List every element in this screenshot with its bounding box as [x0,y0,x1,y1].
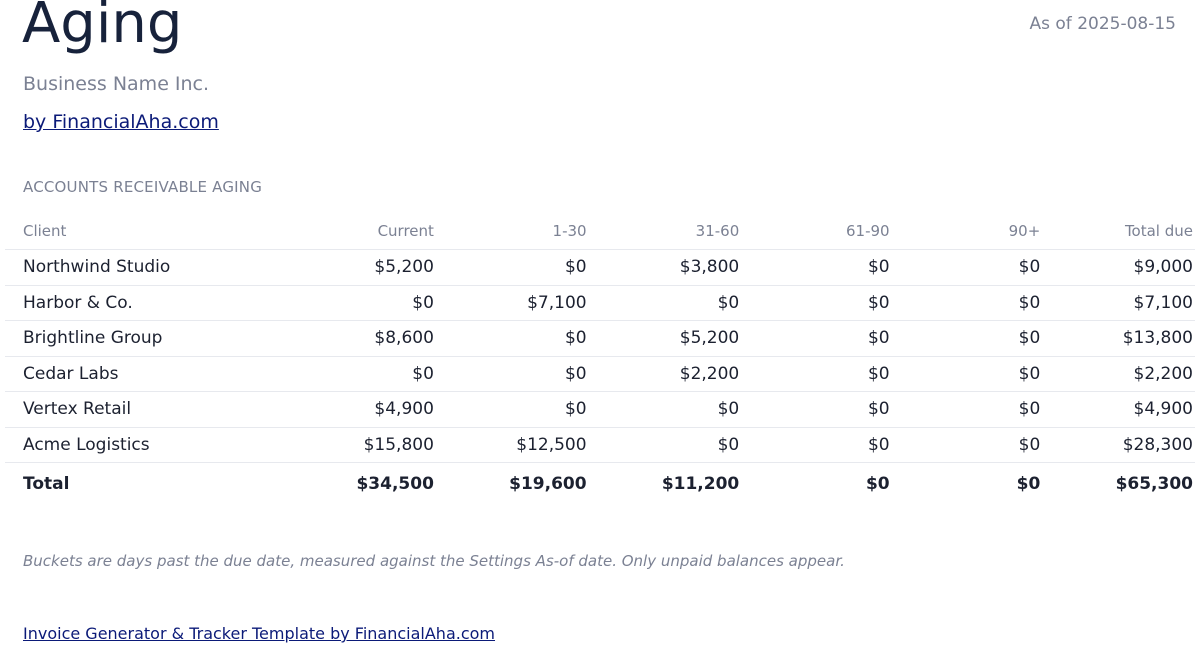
column-header-61-90: 61-90 [741,212,892,250]
table-row: Northwind Studio $5,200 $0 $3,800 $0 $0 … [5,249,1195,286]
bucket-61-90-cell: $0 [741,285,892,321]
bucket-90-plus-cell: $0 [891,249,1043,286]
footer-link[interactable]: Invoice Generator & Tracker Template by … [23,624,496,643]
business-name: Business Name Inc. [23,73,210,95]
column-header-current: Current [258,212,436,250]
aging-table: Client Current 1-30 31-60 61-90 90+ Tota… [5,212,1195,505]
bucket-61-90-cell: $0 [741,427,892,463]
bucket-90-plus-cell: $0 [891,320,1043,357]
bucket-1-30-cell: $0 [435,356,589,392]
table-row: Harbor & Co. $0 $7,100 $0 $0 $0 $7,100 [5,285,1195,321]
client-cell: Acme Logistics [5,427,259,463]
bucket-31-60-cell: $3,800 [588,249,742,286]
bucket-61-90-cell: $0 [741,320,892,357]
total-current: $34,500 [258,462,436,505]
table-row: Cedar Labs $0 $0 $2,200 $0 $0 $2,200 [5,356,1195,392]
table-header-row: Client Current 1-30 31-60 61-90 90+ Tota… [5,212,1195,250]
total-row: Total $34,500 $19,600 $11,200 $0 $0 $65,… [5,462,1195,505]
column-header-1-30: 1-30 [435,212,589,250]
client-cell: Harbor & Co. [5,285,259,321]
bucket-1-30-cell: $7,100 [435,285,589,321]
total-1-30: $19,600 [435,462,589,505]
table-row: Brightline Group $8,600 $0 $5,200 $0 $0 … [5,320,1195,357]
bucket-90-plus-cell: $0 [891,391,1043,428]
total-90-plus: $0 [891,462,1043,505]
total-due-cell: $28,300 [1042,427,1195,463]
bucket-31-60-cell: $0 [588,427,742,463]
bucket-31-60-cell: $0 [588,285,742,321]
bucket-90-plus-cell: $0 [891,427,1043,463]
current-cell: $5,200 [258,249,436,286]
bucket-61-90-cell: $0 [741,249,892,286]
bucket-90-plus-cell: $0 [891,285,1043,321]
table-row: Vertex Retail $4,900 $0 $0 $0 $0 $4,900 [5,391,1195,428]
bucket-31-60-cell: $2,200 [588,356,742,392]
bucket-31-60-cell: $0 [588,391,742,428]
bucket-1-30-cell: $12,500 [435,427,589,463]
grand-total-due: $65,300 [1042,462,1195,505]
current-cell: $4,900 [258,391,436,428]
client-cell: Vertex Retail [5,391,259,428]
column-header-client: Client [5,212,259,250]
bucket-61-90-cell: $0 [741,391,892,428]
page-title: Aging [22,0,183,56]
table-row: Acme Logistics $15,800 $12,500 $0 $0 $0 … [5,427,1195,463]
brand-link[interactable]: by FinancialAha.com [23,111,219,133]
total-label: Total [5,462,259,505]
current-cell: $0 [258,356,436,392]
total-due-cell: $7,100 [1042,285,1195,321]
bucket-1-30-cell: $0 [435,249,589,286]
current-cell: $15,800 [258,427,436,463]
bucket-31-60-cell: $5,200 [588,320,742,357]
client-cell: Cedar Labs [5,356,259,392]
total-due-cell: $9,000 [1042,249,1195,286]
as-of-date: As of 2025-08-15 [1029,14,1176,34]
current-cell: $0 [258,285,436,321]
footnote: Buckets are days past the due date, meas… [23,552,845,570]
bucket-1-30-cell: $0 [435,320,589,357]
column-header-90-plus: 90+ [891,212,1043,250]
bucket-1-30-cell: $0 [435,391,589,428]
client-cell: Brightline Group [5,320,259,357]
total-due-cell: $4,900 [1042,391,1195,428]
column-header-31-60: 31-60 [588,212,742,250]
client-cell: Northwind Studio [5,249,259,286]
total-31-60: $11,200 [588,462,742,505]
bucket-90-plus-cell: $0 [891,356,1043,392]
total-61-90: $0 [741,462,892,505]
current-cell: $8,600 [258,320,436,357]
total-due-cell: $13,800 [1042,320,1195,357]
bucket-61-90-cell: $0 [741,356,892,392]
column-header-total-due: Total due [1042,212,1195,250]
total-due-cell: $2,200 [1042,356,1195,392]
section-label: ACCOUNTS RECEIVABLE AGING [23,178,263,196]
